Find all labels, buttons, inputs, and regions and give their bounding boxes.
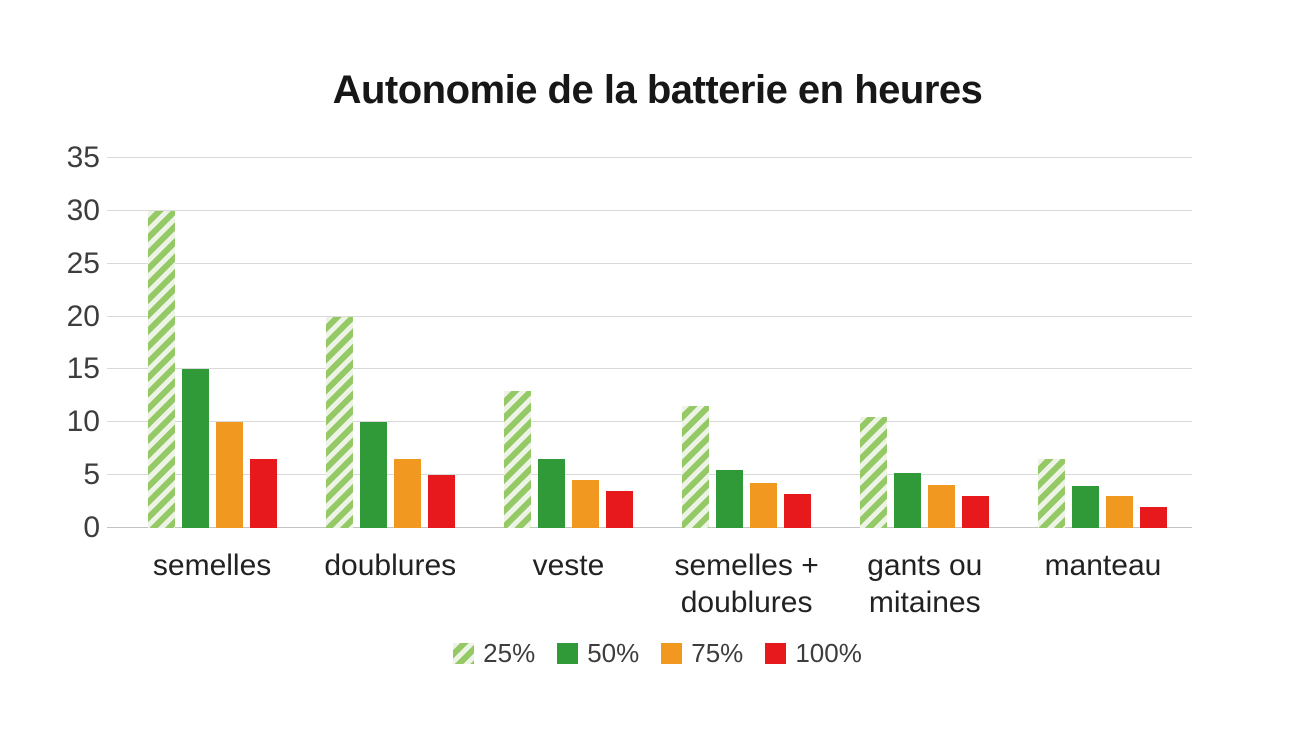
bar-group-6 [1014,158,1192,528]
bar-group-4 [658,158,836,528]
bar-25%-veste [503,390,531,528]
bar-50%-semelles [181,369,209,528]
bar-100%-manteau [1140,506,1168,528]
bar-50%-doublures [359,422,387,528]
legend-item-75%: 75% [661,640,743,666]
bar-25%-semelles-doublures [682,406,710,528]
x-category-label-2: doublures [324,549,457,582]
gridline-y-10 [107,421,1192,423]
bar-25%-doublures [325,316,353,528]
bar-25%-semelles [147,210,175,528]
y-tick-label-20: 20 [66,299,100,333]
bar-100%-doublures [427,475,455,528]
x-category-label-5: gants ou mitaines [867,549,983,619]
bar-group-2 [301,158,479,528]
bar-100%-semelles-doublures [784,494,812,528]
x-category-label-4: semelles + doublures [674,549,819,619]
bar-25%-gants-ou-mitaines [860,417,888,528]
bar-75%-veste [571,480,599,528]
bar-100%-gants-ou-mitaines [962,496,990,528]
bar-100%-semelles [249,459,277,528]
y-tick-label-10: 10 [66,405,100,439]
x-axis-labels: semelles doublures veste semelles + doublur… [123,548,1192,621]
y-tick-label-5: 5 [83,458,100,492]
gridline-y-15 [107,368,1192,370]
bar-100%-veste [605,491,633,528]
legend-item-100%: 100% [765,640,862,666]
bar-50%-veste [537,459,565,528]
bar-group-5 [836,158,1014,528]
y-tick-label-30: 30 [66,193,100,227]
y-tick-label-25: 25 [66,246,100,280]
bar-75%-semelles [215,422,243,528]
y-tick-label-0: 0 [83,511,100,544]
plot-area: 0 5 10 15 20 25 30 35 [67,143,1192,543]
bar-group-3 [479,158,657,528]
bar-75%-gants-ou-mitaines [928,484,956,528]
legend-label-25%: 25% [483,638,536,668]
legend-item-25%: 25% [453,640,535,666]
bar-group-1 [123,158,301,528]
legend-swatch-25% [453,642,475,664]
legend-label-100%: 100% [795,638,862,668]
bar-50%-manteau [1072,485,1100,528]
bar-50%-semelles-doublures [716,469,744,528]
bar-groups [123,158,1192,528]
legend-swatch-75% [661,642,683,664]
legend-label-50%: 50% [587,638,640,668]
gridline-y-35 [107,157,1192,158]
bar-50%-gants-ou-mitaines [894,473,922,528]
gridline-y-30 [107,209,1192,211]
chart-title: Autonomie de la batterie en heures [332,68,983,112]
gridline-y-20 [107,315,1192,317]
gridline-y-5 [107,474,1192,476]
y-tick-label-15: 15 [66,352,100,386]
x-category-label-1: semelles [152,549,272,582]
legend-item-50%: 50% [557,640,639,666]
legend-swatch-100% [765,642,787,664]
x-category-label-6: manteau [1044,549,1162,582]
bar-75%-doublures [393,459,421,528]
bar-75%-manteau [1106,496,1134,528]
bar-25%-manteau [1038,459,1066,528]
legend: 25% 50% 75% 100% [123,640,1192,666]
x-category-label-3: veste [532,549,605,582]
gridline-y-25 [107,262,1192,264]
bar-75%-semelles-doublures [750,482,778,528]
legend-label-75%: 75% [691,638,744,668]
legend-swatch-50% [557,642,579,664]
y-tick-label-35: 35 [66,141,100,174]
x-axis-baseline [107,527,1192,528]
